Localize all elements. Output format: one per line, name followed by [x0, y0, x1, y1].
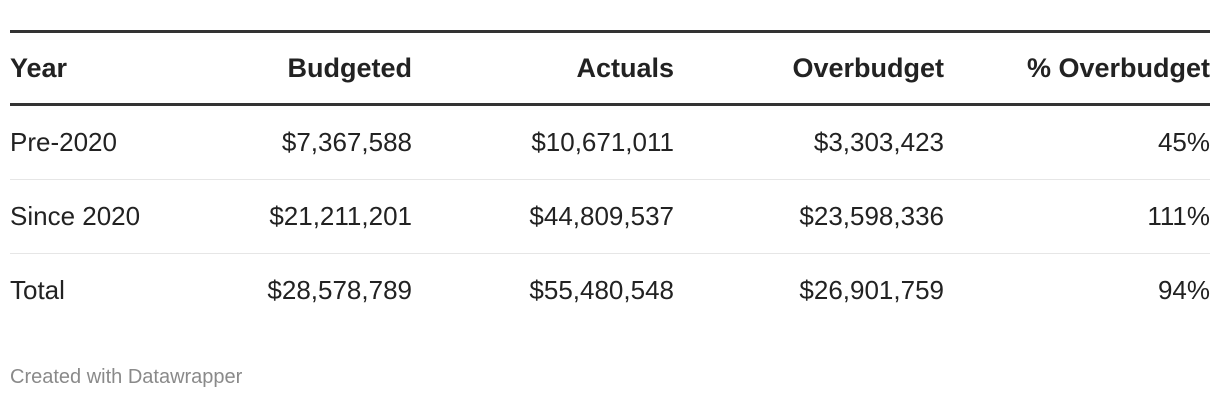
cell-actuals: $10,671,011	[531, 127, 674, 157]
table-row: Since 2020 $21,211,201 $44,809,537 $23,5…	[10, 180, 1210, 254]
cell-year: Total	[10, 275, 65, 305]
datawrapper-credit: Created with Datawrapper	[10, 366, 243, 388]
cell-budgeted: $28,578,789	[267, 275, 412, 305]
table-container: Year Budgeted Actuals Overbudget % Overb…	[10, 30, 1210, 327]
table-row: Pre-2020 $7,367,588 $10,671,011 $3,303,4…	[10, 105, 1210, 180]
column-header-percent-overbudget: % Overbudget	[1026, 52, 1210, 83]
cell-overbudget: $3,303,423	[813, 127, 944, 157]
cell-budgeted: $7,367,588	[281, 127, 412, 157]
cell-percent-overbudget: 45%	[1157, 127, 1210, 157]
header-row: Year Budgeted Actuals Overbudget % Overb…	[10, 31, 1210, 105]
column-header-budgeted: Budgeted	[287, 52, 413, 83]
table-header: Year Budgeted Actuals Overbudget % Overb…	[10, 31, 1210, 105]
cell-budgeted: $21,211,201	[269, 201, 412, 231]
column-header-overbudget: Overbudget	[792, 52, 944, 83]
column-header-actuals: Actuals	[576, 52, 674, 83]
cell-actuals: $44,809,537	[529, 201, 674, 231]
budget-table: Year Budgeted Actuals Overbudget % Overb…	[10, 30, 1210, 327]
column-header-year: Year	[10, 52, 68, 83]
cell-overbudget: $26,901,759	[799, 275, 944, 305]
cell-actuals: $55,480,548	[529, 275, 674, 305]
table-row: Total $28,578,789 $55,480,548 $26,901,75…	[10, 254, 1210, 328]
cell-year: Since 2020	[10, 201, 141, 231]
table-body: Pre-2020 $7,367,588 $10,671,011 $3,303,4…	[10, 105, 1210, 328]
cell-overbudget: $23,598,336	[799, 201, 944, 231]
cell-percent-overbudget: 94%	[1157, 275, 1210, 305]
cell-year: Pre-2020	[10, 127, 117, 157]
cell-percent-overbudget: 111%	[1147, 201, 1210, 231]
